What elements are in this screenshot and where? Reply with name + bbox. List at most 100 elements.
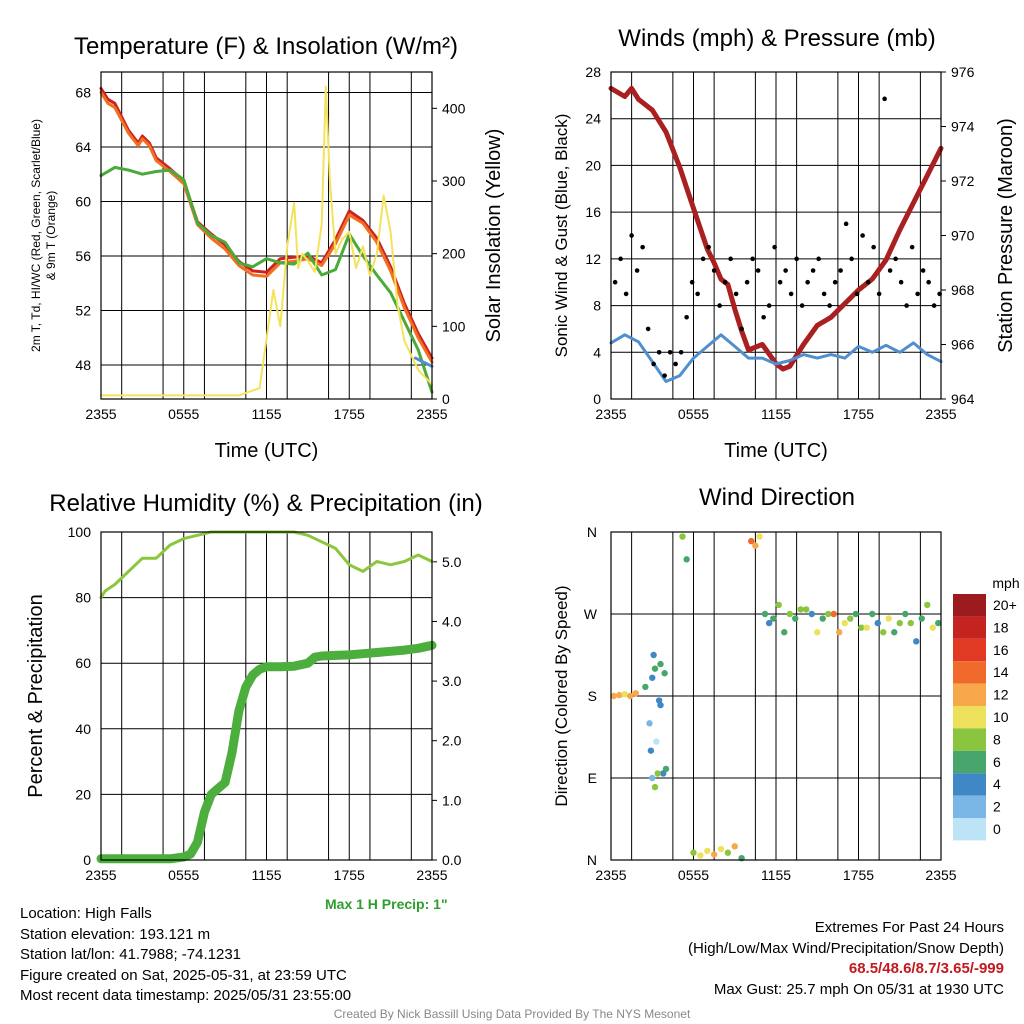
direction-point [874,619,881,627]
direction-point [621,690,628,698]
direction-point [781,629,788,636]
direction-point [836,629,843,636]
x-tick-label: 1155 [251,867,281,883]
y-tick-label: 60 [75,655,91,671]
gust-point [915,291,920,297]
gust-point [733,291,739,297]
gust-point [645,326,651,332]
legend-label: 14 [993,664,1009,680]
station-info: Location: High Falls Station elevation: … [20,904,351,1007]
x-tick-label: 1755 [843,406,874,422]
y2-tick-label: 976 [951,64,975,80]
gust-point [931,303,937,308]
y-tick-label: 0 [593,391,601,407]
gust-point [711,268,717,273]
y-axis-label: Sonic Wind & Gust (Blue, Black) [552,114,571,358]
x-tick-label: 1155 [251,406,281,422]
gust-point [893,256,898,262]
series-line [99,165,434,394]
x-axis-label: Time (UTC) [215,440,319,462]
y-tick-label: 100 [68,524,92,540]
series-line [609,333,943,383]
legend-swatch [953,594,986,617]
x-tick-label: 2355 [925,406,956,422]
direction-point [657,701,664,709]
direction-point [880,629,887,636]
y2-tick-label: 970 [951,228,975,244]
gust-point [728,256,733,262]
x-tick-label: 1755 [334,406,365,422]
direction-point [858,624,865,631]
gust-point [849,256,854,262]
y-tick-label: 80 [75,590,91,606]
y2-tick-label: 100 [442,318,466,334]
gust-point [744,279,750,285]
gust-point [816,256,821,262]
y-tick-label: 20 [585,157,601,173]
direction-point [647,747,655,754]
y2-tick-label: 968 [951,282,975,298]
gust-point [695,291,700,297]
direction-point [896,619,903,627]
direction-point [690,849,697,856]
direction-point [651,783,659,791]
y2-tick-label: 3.0 [442,673,462,689]
legend-label: 8 [993,731,1001,747]
gust-point [673,361,678,367]
gust-point [717,303,722,308]
legend-label: 12 [993,687,1009,703]
y2-tick-label: 5.0 [442,554,462,570]
plot-frame [100,71,433,400]
x-tick-label: 0555 [678,406,709,422]
extremes-panel: Extremes For Past 24 Hours (High/Low/Max… [688,918,1004,1000]
direction-point [885,615,892,622]
x-tick-label: 2355 [85,406,116,422]
gust-point [860,233,865,238]
gust-point [777,279,783,285]
x-tick-label: 2355 [416,406,447,422]
y-tick-label: 0 [83,852,91,868]
series-line [608,85,944,372]
panel-title: Winds (mph) & Pressure (mb) [618,25,935,52]
gust-point [667,349,673,355]
series-line [96,640,437,864]
gust-point [827,303,832,308]
x-tick-label: 0555 [678,867,709,883]
gust-point [794,256,799,262]
direction-point [761,610,769,618]
legend-label: 16 [993,642,1009,658]
direction-point [786,610,793,618]
gust-point [882,96,887,102]
gust-point [876,291,882,297]
gust-point [684,314,689,320]
gust-point [772,244,777,250]
legend-label: 6 [993,754,1001,770]
station-location: Location: High Falls [20,905,152,922]
recent-data-timestamp: Most recent data timestamp: 2025/05/31 2… [20,987,352,1004]
direction-point [704,847,711,855]
x-tick-label: 1155 [761,406,791,422]
gust-point [887,268,893,273]
credit-line: Created By Nick Bassill Using Data Provi… [333,1007,691,1021]
x-tick-label: 0555 [168,867,199,883]
extremes-subtitle: (High/Low/Max Wind/Precipitation/Snow De… [688,939,1004,957]
direction-point [935,619,942,627]
y-tick-label: W [584,606,598,622]
legend-swatch [953,773,986,796]
direction-point [775,601,782,609]
panel-title: Temperature (F) & Insolation (W/m²) [74,33,458,60]
direction-point [649,674,656,681]
y-tick-label: S [588,688,597,704]
panel-title: Wind Direction [699,484,855,511]
x-tick-label: 1755 [334,867,365,883]
y-tick-label: 28 [585,64,601,80]
x-tick-label: 2355 [416,867,447,883]
direction-point [830,610,837,618]
direction-point [752,542,759,549]
direction-point [869,610,876,618]
plot-frame [100,531,433,861]
legend-label: 10 [993,709,1009,725]
max-gust: Max Gust: 25.7 mph On 05/31 at 1930 UTC [713,980,1004,998]
x-tick-label: 1155 [761,867,791,883]
gust-point [634,268,640,273]
